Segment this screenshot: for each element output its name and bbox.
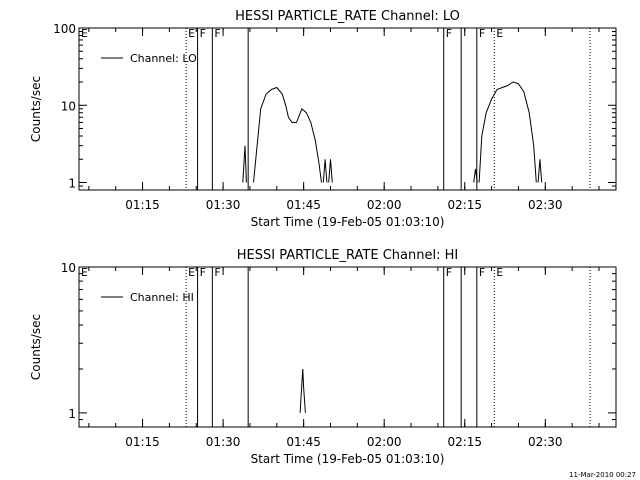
series-line: [328, 159, 333, 183]
series-line: [322, 159, 328, 183]
event-marker-label: F: [479, 27, 485, 40]
event-marker-label: F: [214, 27, 220, 40]
x-tick-label: 01:30: [206, 435, 241, 449]
y-tick-label: 10: [61, 99, 76, 113]
chart-panel-0: [78, 27, 617, 191]
event-marker-label: E: [188, 266, 195, 279]
y-tick-label: 10: [61, 261, 76, 275]
chart-panel-1: [78, 266, 617, 428]
event-marker-label: F: [200, 266, 206, 279]
event-marker-label: F: [200, 27, 206, 40]
event-marker-label: F: [479, 266, 485, 279]
y-axis-label: Counts/sec: [29, 314, 43, 380]
series-line: [473, 168, 478, 183]
chart-title: HESSI PARTICLE_RATE Channel: LO: [235, 9, 460, 24]
plot-frame: [78, 266, 617, 428]
x-tick-label: 01:15: [125, 435, 160, 449]
x-tick-label: 02:00: [367, 198, 402, 212]
x-tick-label: 01:15: [125, 198, 160, 212]
event-marker-label: F: [446, 27, 452, 40]
series-line: [478, 81, 537, 183]
series-line: [242, 145, 247, 183]
x-tick-label: 02:00: [367, 435, 402, 449]
chart-title: HESSI PARTICLE_RATE Channel: HI: [237, 248, 458, 263]
legend-label: Channel: HI: [130, 291, 194, 304]
footer-timestamp: 11-Mar-2010 00:27: [569, 471, 636, 479]
legend-label: Channel: LO: [130, 52, 197, 65]
y-tick-label: 1: [68, 407, 76, 421]
x-tick-label: 01:45: [286, 198, 321, 212]
y-tick-label: 100: [53, 22, 76, 36]
x-axis-label: Start Time (19-Feb-05 01:03:10): [251, 215, 445, 229]
x-tick-label: 01:45: [286, 435, 321, 449]
event-marker-label: E: [188, 27, 195, 40]
event-marker-label: F: [446, 266, 452, 279]
series-line: [537, 159, 543, 183]
event-marker-label: E: [81, 266, 88, 279]
x-tick-label: 02:30: [528, 198, 563, 212]
event-marker-label: E: [81, 27, 88, 40]
series-line: [253, 86, 322, 183]
x-tick-label: 02:15: [447, 435, 482, 449]
event-marker-label: E: [496, 27, 503, 40]
series-line: [299, 368, 306, 413]
event-marker-label: F: [214, 266, 220, 279]
x-axis-label: Start Time (19-Feb-05 01:03:10): [251, 452, 445, 466]
y-axis-label: Counts/sec: [29, 76, 43, 142]
x-tick-label: 02:15: [447, 198, 482, 212]
x-tick-label: 01:30: [206, 198, 241, 212]
x-tick-label: 02:30: [528, 435, 563, 449]
y-tick-label: 1: [68, 177, 76, 191]
event-marker-label: E: [496, 266, 503, 279]
